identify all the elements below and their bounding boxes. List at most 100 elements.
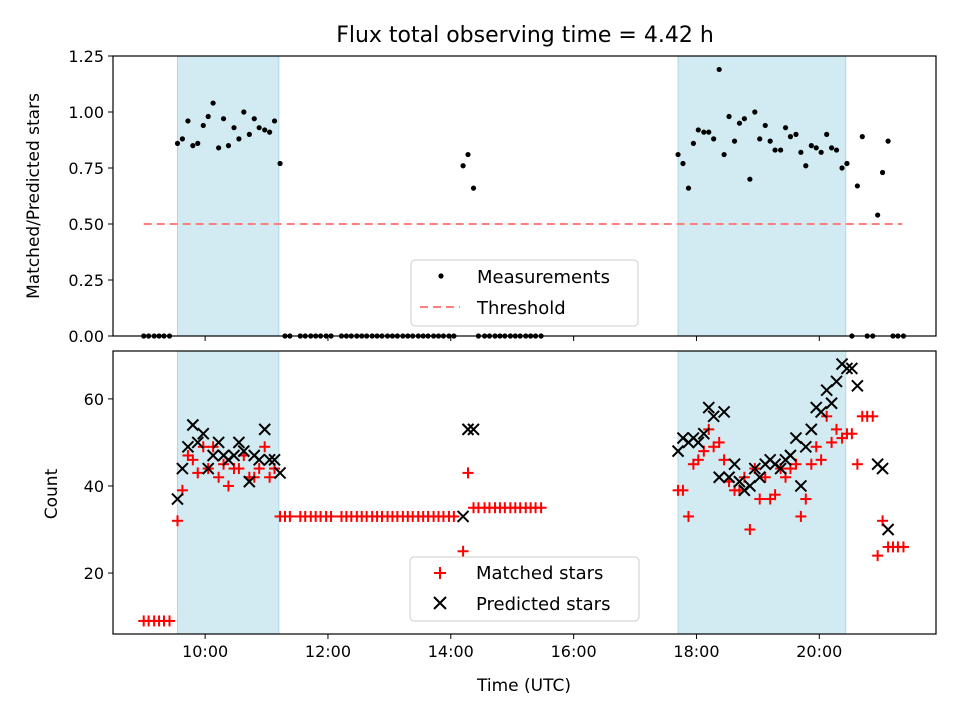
predicted-star-point [794,479,808,493]
measurement-point [179,136,186,142]
matched-star-point [535,502,547,514]
matched-star-point [222,480,234,492]
predicted-star-point [789,431,803,445]
predicted-star-point [748,462,762,475]
legend-predicted-label: Predicted stars [476,594,610,615]
measurement-point [690,140,696,146]
measurement-point [470,185,477,191]
measurement-point [216,145,222,151]
top-y-tick-label: 1.00 [68,103,104,122]
measurement-point [225,143,232,149]
bottom-x-tick-label: 12:00 [305,642,351,661]
predicted-star-point [273,466,287,480]
measurement-point [767,138,773,144]
measurement-point [236,136,242,142]
matched-star-point [851,458,863,470]
predicted-star-point [268,453,281,467]
predicted-star-point [191,436,204,449]
legend-measurements-label: Measurements [477,267,610,288]
measurement-point [716,66,722,73]
predicted-star-point [733,475,746,488]
predicted-star-point [702,401,715,414]
measurement-point [174,140,181,146]
top-y-label: Matched/Predicted stars [24,93,44,299]
predicted-star-point [799,440,813,453]
predicted-star-point [201,462,215,475]
predicted-star-point [461,423,475,436]
bottom-shaded-bands [176,350,847,635]
predicted-star-point [243,475,256,488]
matched-star-point [815,454,827,466]
measurement-point [190,143,196,149]
top-panel: 0.00 0.25 0.50 0.75 1.00 1.25 Matched/Predict… [24,47,937,346]
measurement-point [885,138,891,144]
bottom-x-tick-label: 18:00 [673,642,719,661]
measurement-point [205,113,211,120]
bottom-x-tick-label: 16:00 [551,642,597,661]
measurement-point [859,134,865,140]
measurement-point [782,125,789,131]
matched-star-point [718,454,730,466]
legend-threshold-label: Threshold [476,298,566,319]
top-shaded-band-0 [176,55,280,337]
measurement-point [741,116,747,122]
top-legend: Measurements Threshold [410,259,639,327]
measurement-point [747,176,753,182]
measurement-point [772,147,778,153]
matched-star-point [692,454,704,466]
matched-star-point [233,463,245,475]
measurement-point [465,151,471,158]
measurement-point [231,125,237,131]
legend-matched-marker [434,567,446,579]
measurement-point [721,151,727,158]
measurement-point [833,147,840,153]
measurement-point [752,109,758,115]
measurement-point [695,127,701,133]
predicted-star-point [845,362,859,375]
predicted-star-point [805,423,818,436]
bottom-legend: Matched stars Predicted stars [409,556,640,622]
predicted-star-point [722,471,736,484]
predicted-star-point [263,453,276,467]
matched-star-point [682,510,694,522]
matched-star-point [872,550,884,562]
matched-star-point [164,615,176,627]
matched-star-point [192,467,204,479]
measurement-point [200,122,206,129]
predicted-star-point [712,471,726,484]
predicted-star-point [697,427,711,440]
bottom-x-tick-label: 20:00 [796,642,842,661]
matched-star-point [897,541,909,553]
measurement-point [195,140,201,146]
predicted-star-point [881,523,895,536]
predicted-star-point [186,418,200,432]
matched-star-point [284,510,296,522]
predicted-star-point [707,410,720,423]
measurement-point [824,131,830,137]
measurement-point [798,149,804,155]
matched-star-point [759,471,771,483]
measurement-point [757,136,763,142]
measurement-point [271,118,278,124]
measurement-point [685,185,692,191]
measurement-point [675,151,681,158]
matched-star-point [677,484,689,496]
measurement-point [251,116,257,122]
measurement-point [241,109,247,115]
bottom-shaded-band-1 [677,350,847,635]
predicted-star-point [258,423,271,436]
bottom-y-tick-label: 20 [84,564,104,583]
top-y-axis: 0.00 0.25 0.50 0.75 1.00 1.25 [68,47,113,346]
top-shaded-band-1 [677,55,847,337]
bottom-x-axis: 10:00 12:00 14:00 16:00 18:00 20:00 [182,634,842,661]
predicted-star-point [840,362,854,375]
matched-star-point [754,493,766,505]
matched-star-point [867,410,879,422]
legend-predicted-marker [433,596,447,610]
predicted-star-point [692,436,705,449]
matched-stars-points [138,410,909,627]
measurement-point [813,145,819,151]
predicted-star-point [728,457,741,471]
bottom-x-tick-label: 14:00 [428,642,474,661]
